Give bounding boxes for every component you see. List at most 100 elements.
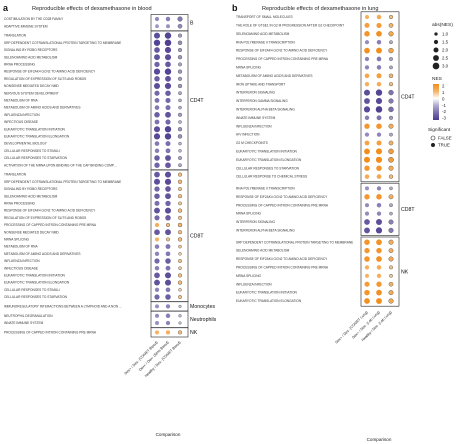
dot-point [154, 47, 160, 53]
dot-point [364, 239, 370, 245]
dot-point [165, 244, 171, 250]
row-label: MRNA SPLICING [236, 66, 261, 70]
dot-point [364, 265, 370, 270]
dot-point [166, 24, 170, 29]
dot-point [364, 148, 370, 155]
x-axis-title: Comparison [156, 432, 181, 437]
dot-point [178, 120, 182, 124]
group-box [360, 11, 400, 183]
dot-point [376, 14, 382, 20]
color-scale-tick: -3 [442, 116, 446, 121]
panel-a-letter: a [3, 3, 9, 13]
row-label: COSTIMULATION BY THE CD28 FAMILY [4, 17, 64, 21]
dot-point [154, 162, 160, 168]
size-legend-dot [433, 39, 439, 45]
dot-point [165, 162, 171, 169]
dot-point [154, 294, 160, 300]
dot-point [178, 244, 182, 249]
dot-point [177, 273, 183, 278]
row-label: INNATE IMMUNE SYSTEM [4, 321, 44, 325]
color-scale-tick: -1 [442, 103, 446, 108]
group-box [150, 14, 189, 32]
dot-point [376, 132, 382, 137]
row-label: RESPONSE OF EIF2AK4 GCN2 TO AMINO ACID D… [236, 195, 328, 199]
dot-point [154, 215, 160, 221]
dot-point [376, 56, 382, 62]
dot-point [155, 304, 159, 309]
dot-point [154, 54, 160, 61]
dot-point [376, 39, 382, 45]
dot-point [155, 24, 159, 29]
dot-point [389, 57, 393, 61]
dot-point [376, 247, 382, 254]
dot-point [388, 148, 394, 155]
size-legend-dot [434, 32, 438, 36]
row-label: PROCESSING OF CAPPED INTRON CONTAINING P… [236, 266, 329, 270]
dot-point [165, 313, 171, 319]
group-label: CD8T [190, 234, 204, 240]
dot-point [388, 290, 394, 296]
dot-point [388, 82, 394, 87]
row-label: CELLULAR RESPONSE TO CHEMICAL STRESS [236, 175, 307, 179]
dot-point [364, 47, 370, 54]
dot-point [165, 75, 171, 82]
row-label: SIGNALING BY ROBO RECEPTORS [4, 187, 57, 191]
dot-point [153, 32, 161, 39]
dot-point [376, 194, 382, 200]
dot-point [177, 179, 183, 184]
row-label: PROCESSING OF CAPPED INTRON CONTAINING P… [4, 223, 97, 227]
dot-point [165, 287, 171, 293]
dot-point [376, 256, 382, 262]
dot-point [165, 16, 171, 22]
dot-point [364, 123, 370, 129]
row-label: G2 M CHECKPOINTS [236, 141, 268, 145]
dot-point [388, 239, 394, 245]
row-label: METABOLISM OF AMINO ACIDS AND DERIVATIVE… [4, 106, 81, 110]
dot-point [177, 47, 183, 53]
color-scale-tick: 0 [442, 96, 445, 101]
dot-point [154, 237, 160, 242]
row-label: NERVOUS SYSTEM DEVELOPMENT [4, 91, 59, 95]
dot-point [364, 65, 370, 70]
dot-point [389, 273, 393, 278]
row-label: ADAPTIVE IMMUNE SYSTEM [4, 24, 48, 28]
dot-point [164, 82, 172, 90]
group-label: CD8T [401, 207, 415, 213]
dot-point [177, 55, 183, 60]
dot-point [165, 330, 171, 335]
dot-point [178, 288, 182, 292]
row-label: METABOLISM OF RNA [4, 99, 38, 103]
size-legend-label: 3.0 [442, 64, 449, 69]
row-label: EUKARYOTIC TRANSLATION INITIATION [4, 274, 66, 278]
dot-point [164, 46, 172, 54]
dot-point [364, 22, 370, 28]
dot-point [164, 54, 172, 61]
row-label: NONSENSE MEDIATED DECAY NMD [4, 84, 59, 88]
dot-point [388, 73, 394, 79]
dot-point [154, 287, 160, 292]
dot-point [376, 115, 382, 121]
dot-point [154, 244, 160, 249]
dot-point [375, 89, 383, 96]
dot-point [154, 148, 160, 154]
group-label: Monocytes [190, 304, 215, 310]
row-label: RESPONSE OF EIF2AK4 GCN2 TO AMINO ACID D… [4, 209, 96, 213]
row-label: NONSENSE MEDIATED DECAY NMD [4, 230, 59, 234]
dot-point [164, 32, 172, 39]
group-box [150, 310, 189, 328]
sig-true-label: TRUE [438, 143, 450, 148]
dot-point [376, 65, 382, 70]
dot-point [389, 203, 393, 208]
dot-point [178, 259, 182, 263]
dot-point [364, 140, 370, 146]
dot-point [164, 39, 172, 47]
dot-point [154, 141, 160, 146]
dot-point [376, 165, 382, 171]
dot-point [165, 320, 171, 326]
size-legend-label: 1.5 [442, 40, 449, 45]
row-label: SELENOAMINO ACID METABOLISM [4, 55, 58, 59]
dot-point [388, 106, 394, 113]
row-label: INFLUENZA INFECTION [236, 282, 272, 286]
dot-point [165, 258, 171, 264]
